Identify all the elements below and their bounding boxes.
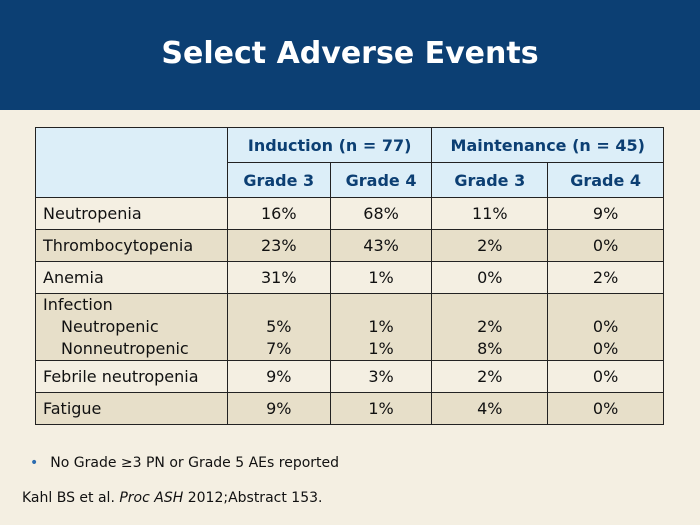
cell-value: 9% (226, 360, 331, 393)
title-bar: Select Adverse Events (0, 0, 700, 110)
group-header-row: Induction (n = 77) Maintenance (n = 45) (35, 127, 664, 198)
cell-value: 3% (329, 360, 433, 393)
table-row: Thrombocytopenia 23% 43% 2% 0% (35, 229, 664, 262)
cell-value: 2% 8% (431, 293, 549, 361)
cell-value: 2% (431, 360, 549, 393)
row-label: Anemia (35, 261, 228, 294)
cell-value: 68% (329, 197, 433, 230)
cell-value: 9% (547, 197, 664, 230)
grade-header-row: Grade 3 Grade 4 Grade 3 Grade 4 (35, 162, 664, 198)
table-row: Infection Neutropenic Nonneutropenic 5% … (35, 293, 664, 361)
citation-details: 2012;Abstract 153. (187, 490, 323, 506)
row-label: Fatigue (35, 392, 228, 425)
cell-value: 1% (368, 317, 394, 336)
cell-value: 0% (547, 392, 664, 425)
row-label-main: Infection (43, 295, 113, 314)
grade-header: Grade 4 (547, 162, 664, 198)
table-row: Neutropenia 16% 68% 11% 9% (35, 197, 664, 230)
row-label: Neutropenia (35, 197, 228, 230)
row-label: Infection Neutropenic Nonneutropenic (35, 293, 228, 361)
maintenance-header: Maintenance (n = 45) (431, 127, 664, 163)
cell-value: 8% (477, 339, 503, 358)
table-row: Anemia 31% 1% 0% 2% (35, 261, 664, 294)
induction-header: Induction (n = 77) (226, 127, 433, 163)
cell-value: 0% 0% (547, 293, 664, 361)
cell-value: 5% 7% (226, 293, 331, 361)
citation-authors: Kahl BS et al. (22, 490, 115, 506)
row-sublabel: Nonneutropenic (61, 339, 189, 358)
table-row: Febrile neutropenia 9% 3% 2% 0% (35, 360, 664, 393)
cell-value: 43% (329, 229, 433, 262)
row-label: Thrombocytopenia (35, 229, 228, 262)
citation: Kahl BS et al. Proc ASH 2012;Abstract 15… (22, 490, 322, 506)
cell-value: 2% (431, 229, 549, 262)
cell-value: 2% (547, 261, 664, 294)
bullet-text: No Grade ≥3 PN or Grade 5 AEs reported (50, 455, 340, 471)
corner-cell (35, 127, 228, 198)
cell-value: 5% (266, 317, 292, 336)
cell-value: 7% (266, 339, 292, 358)
cell-value: 16% (226, 197, 331, 230)
cell-value: 2% (477, 317, 503, 336)
row-label: Febrile neutropenia (35, 360, 228, 393)
cell-value: 23% (226, 229, 331, 262)
cell-value: 0% (547, 229, 664, 262)
grade-header: Grade 4 (329, 162, 433, 198)
bullet-icon: • (30, 455, 39, 471)
slide-title: Select Adverse Events (161, 35, 539, 71)
cell-value: 0% (592, 339, 619, 358)
cell-value: 31% (226, 261, 331, 294)
adverse-events-table: Induction (n = 77) Maintenance (n = 45) … (35, 127, 664, 425)
citation-journal: Proc ASH (119, 490, 184, 506)
cell-value: 1% 1% (329, 293, 433, 361)
cell-value: 9% (226, 392, 331, 425)
cell-value: 1% (329, 392, 433, 425)
cell-value: 1% (329, 261, 433, 294)
row-sublabel: Neutropenic (61, 317, 159, 336)
grade-header: Grade 3 (226, 162, 331, 198)
table-row: Fatigue 9% 1% 4% 0% (35, 392, 664, 425)
cell-value: 1% (368, 339, 394, 358)
cell-value: 0% (547, 360, 664, 393)
bullet-note: • No Grade ≥3 PN or Grade 5 AEs reported (30, 455, 339, 471)
cell-value: 4% (431, 392, 549, 425)
cell-value: 0% (592, 317, 619, 336)
grade-header: Grade 3 (431, 162, 549, 198)
cell-value: 11% (431, 197, 549, 230)
cell-value: 0% (431, 261, 549, 294)
